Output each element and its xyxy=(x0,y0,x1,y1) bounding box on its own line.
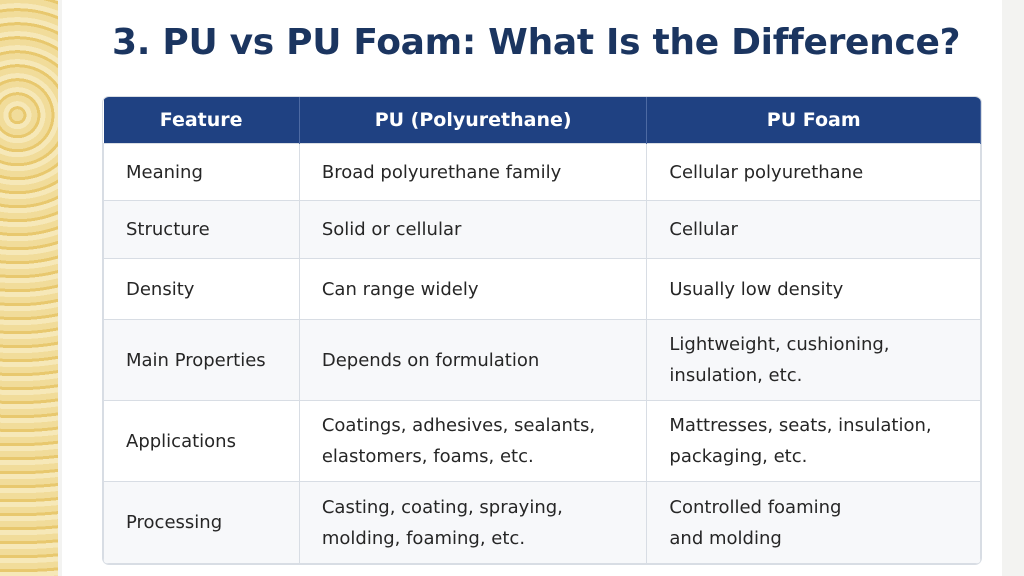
table-row: Meaning Broad polyurethane family Cellular… xyxy=(103,143,981,201)
value-cell: Casting, coating, spraying, molding, foa… xyxy=(298,481,648,564)
value-cell: Depends on formulation xyxy=(298,319,648,401)
foam-texture xyxy=(0,0,58,576)
value-cell: Lightweight, cushioning, insulation, etc… xyxy=(646,319,981,401)
feature-cell: Main Properties xyxy=(103,319,300,401)
header-cell: PU Foam xyxy=(646,97,981,144)
table-row: Applications Coatings, adhesives, sealant… xyxy=(103,400,981,482)
comparison-table: Feature PU (Polyurethane) PU Foam Meaning B… xyxy=(103,97,981,564)
header-cell: PU (Polyurethane) xyxy=(299,97,648,144)
feature-cell: Structure xyxy=(103,200,300,259)
value-cell: Solid or cellular xyxy=(298,200,648,259)
value-cell: Mattresses, seats, insulation, packaging… xyxy=(646,400,981,482)
table-row: Structure Solid or cellular Cellular xyxy=(103,200,981,259)
value-cell: Cellular polyurethane xyxy=(646,143,981,201)
table-body: Meaning Broad polyurethane family Cellular… xyxy=(103,143,981,564)
value-cell: Broad polyurethane family xyxy=(298,143,648,201)
header-row: Feature PU (Polyurethane) PU Foam xyxy=(103,97,981,144)
feature-cell: Meaning xyxy=(103,143,300,201)
value-cell: Cellular xyxy=(646,200,981,259)
table-row: Main Properties Depends on formulation Lig… xyxy=(103,319,981,401)
value-cell: Coatings, adhesives, sealants, elastomer… xyxy=(298,400,648,482)
value-cell: Can range widely xyxy=(298,258,648,320)
value-cell: Usually low density xyxy=(646,258,981,320)
feature-cell: Density xyxy=(103,258,300,320)
table-row: Density Can range widely Usually low densi… xyxy=(103,258,981,320)
value-cell: Controlled foaming and molding xyxy=(646,481,981,564)
feature-cell: Applications xyxy=(103,400,300,482)
title: 3. PU vs PU Foam: What Is the Difference… xyxy=(112,22,961,63)
table-row: Processing Casting, coating, spraying, mo… xyxy=(103,481,981,564)
feature-cell: Processing xyxy=(103,481,300,564)
header-cell: Feature xyxy=(103,97,300,144)
